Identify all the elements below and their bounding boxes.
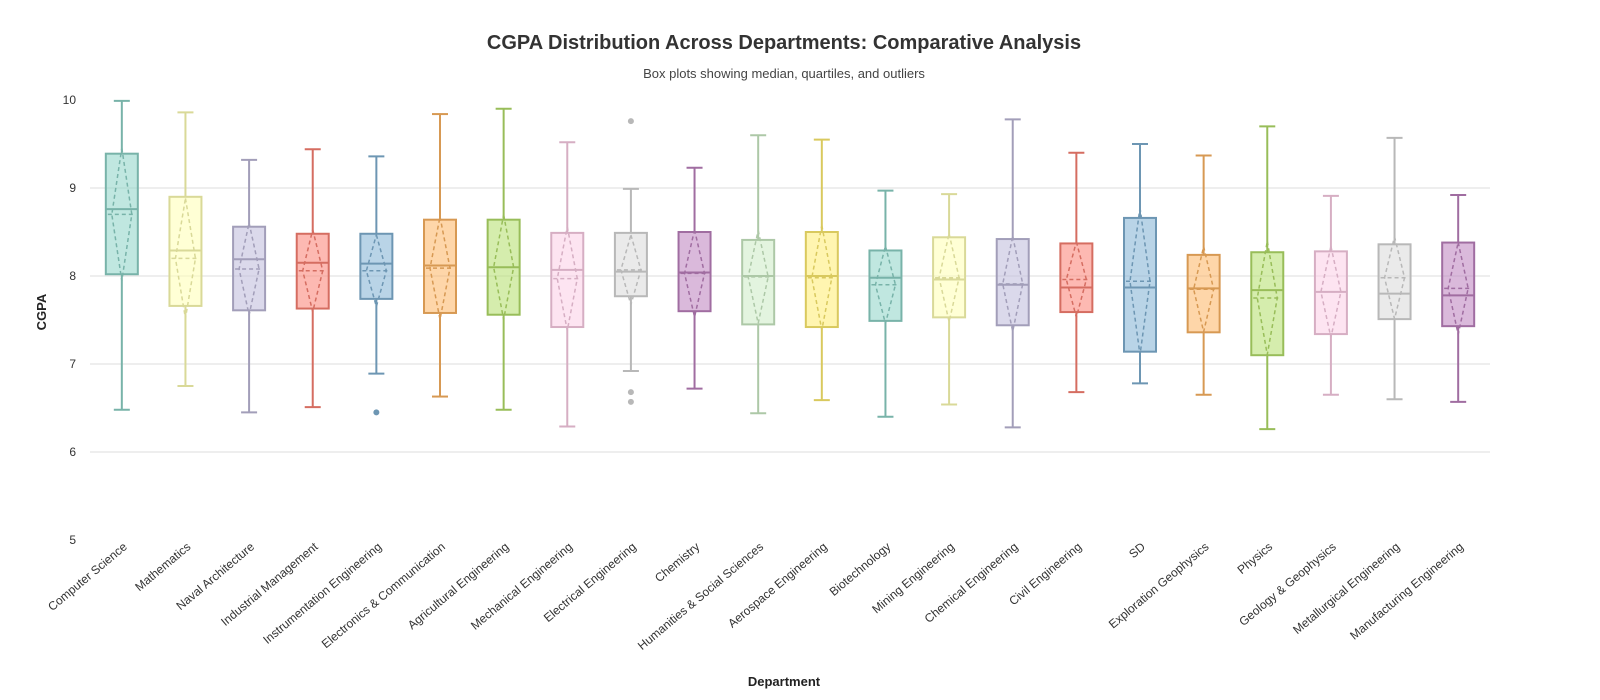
box-plot-civil-engineering	[1059, 151, 1094, 394]
x-tick-label: Chemistry	[652, 540, 702, 585]
mean-sd-diamond	[111, 147, 133, 281]
box-plot-geology-geophysics	[1313, 194, 1348, 396]
iqr-box	[741, 238, 776, 326]
mean-sd-diamond	[620, 232, 642, 308]
box-plot-naval-architecture	[232, 158, 267, 414]
box-plot-electronics-communication	[423, 113, 457, 398]
x-tick-label: Computer Science	[45, 539, 130, 613]
iqr-box	[995, 238, 1030, 327]
mean-sd-diamond	[747, 230, 769, 324]
box-plot-instrumentation-engineering	[359, 155, 394, 416]
box-plot-computer-science	[104, 99, 139, 411]
mean-sd-diamond	[174, 198, 197, 319]
y-tick-label: 6	[69, 445, 76, 459]
box-plot-mathematics	[168, 111, 203, 387]
x-tick-label: SD	[1126, 539, 1148, 561]
outlier-point	[627, 398, 634, 405]
mean-sd-diamond	[1192, 246, 1215, 332]
box-plot-exploration-geophysics	[1186, 154, 1221, 396]
iqr-box	[1441, 241, 1476, 328]
outlier-point	[627, 118, 634, 125]
mean-sd-diamond	[238, 222, 260, 316]
box-plot-mining-engineering	[932, 193, 967, 406]
x-tick-label: Instrumentation Engineering	[260, 540, 384, 647]
box-plot-sd	[1123, 143, 1157, 385]
box-plot-chemistry	[677, 166, 712, 390]
outlier-point	[373, 409, 380, 416]
box-plot-mechanical-engineering	[550, 141, 585, 428]
box-plot-chemical-engineering	[995, 118, 1030, 429]
iqr-box	[613, 231, 648, 298]
x-tick-label: Manufacturing Engineering	[1347, 540, 1466, 643]
box-plot-biotechnology	[868, 189, 903, 418]
y-tick-label: 10	[63, 93, 77, 107]
box-plot-electrical-engineering	[613, 118, 648, 405]
x-tick-label: Physics	[1235, 540, 1276, 577]
mean-sd-diamond	[938, 233, 960, 322]
iqr-box	[868, 249, 903, 322]
mean-sd-diamond	[301, 229, 324, 313]
x-tick-label: Mathematics	[132, 540, 193, 594]
x-tick-label: Mechanical Engineering	[468, 540, 575, 633]
box-plot-aerospace-engineering	[804, 138, 839, 402]
box-plot-agricultural-engineering	[486, 107, 521, 411]
mean-sd-diamond	[1129, 207, 1151, 355]
mean-sd-diamond	[1320, 246, 1342, 338]
iqr-box	[1250, 251, 1285, 357]
mean-sd-diamond	[492, 214, 515, 320]
mean-sd-diamond	[1383, 236, 1406, 320]
iqr-box	[1123, 216, 1157, 353]
box-plot-humanities-social-sciences	[741, 134, 776, 415]
mean-sd-diamond	[1256, 241, 1279, 355]
box-plot-physics	[1250, 125, 1285, 431]
y-axis-ticks: 5 6 7 8 9 10	[63, 93, 77, 547]
y-tick-label: 7	[69, 357, 76, 371]
x-tick-label: Exploration Geophysics	[1106, 540, 1212, 632]
y-tick-label: 9	[69, 181, 76, 195]
mean-sd-diamond	[556, 226, 579, 331]
box-layer	[104, 99, 1476, 431]
outlier-point	[627, 389, 634, 396]
iqr-box	[804, 231, 839, 329]
iqr-box	[1377, 243, 1412, 321]
chart-subtitle: Box plots showing median, quartiles, and…	[643, 66, 925, 81]
iqr-box	[1186, 253, 1221, 334]
x-tick-label: Electronics & Communication	[319, 540, 448, 651]
y-tick-label: 8	[69, 269, 76, 283]
x-tick-label: Biotechnology	[827, 540, 894, 599]
mean-sd-diamond	[874, 243, 897, 327]
y-axis-title: CGPA	[34, 293, 49, 330]
mean-sd-diamond	[1001, 236, 1024, 332]
y-tick-label: 5	[69, 533, 76, 547]
mean-sd-diamond	[365, 232, 388, 310]
box-plot-industrial-management	[295, 148, 330, 409]
mean-sd-diamond	[1065, 238, 1088, 321]
box-plot-manufacturing-engineering	[1441, 194, 1476, 403]
chart-title: CGPA Distribution Across Departments: Co…	[487, 32, 1081, 54]
x-tick-label: Humanities & Social Sciences	[635, 540, 766, 653]
mean-sd-diamond	[811, 225, 833, 331]
mean-sd-diamond	[683, 229, 706, 318]
iqr-box	[550, 231, 585, 329]
mean-sd-diamond	[1447, 242, 1469, 335]
x-tick-label: Metallurgical Engineering	[1290, 540, 1402, 637]
iqr-box	[359, 232, 394, 300]
x-axis-title: Department	[748, 674, 821, 689]
iqr-box	[1059, 242, 1094, 314]
box-plot-metallurgical-engineering	[1377, 136, 1412, 401]
